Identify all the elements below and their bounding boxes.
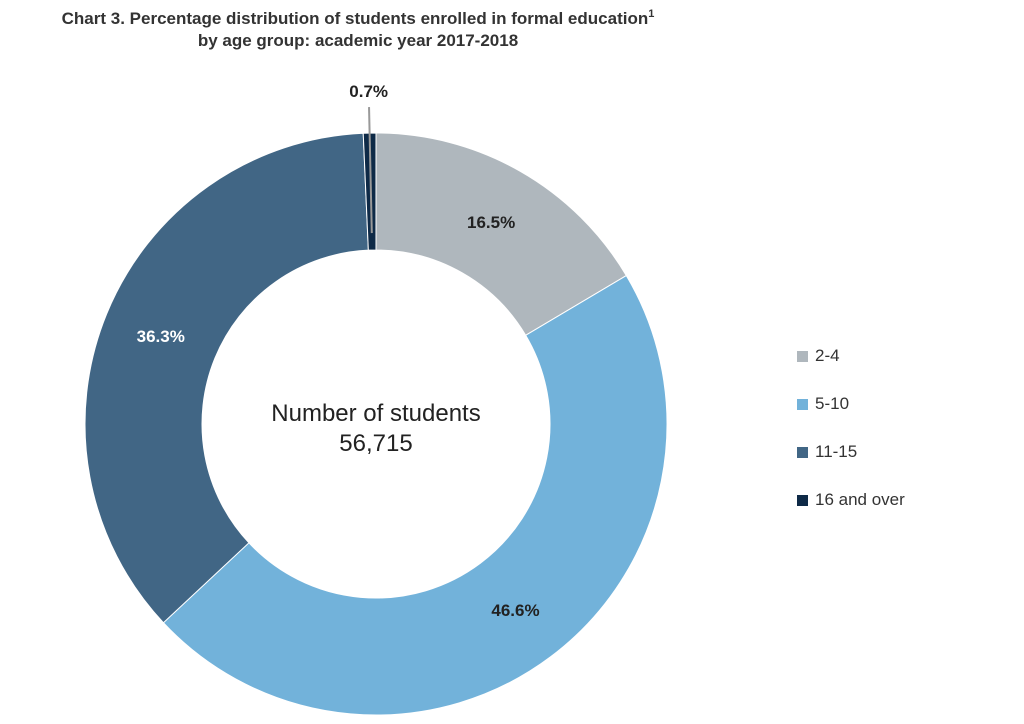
- data-label-2-4: 16.5%: [467, 213, 515, 232]
- legend-item-5-10: 5-10: [797, 392, 905, 416]
- slice-5-10: [162, 274, 668, 716]
- legend-item-11-15: 11-15: [797, 440, 905, 464]
- data-label-11-15: 36.3%: [137, 327, 185, 346]
- title-footnote-marker: 1: [648, 8, 655, 20]
- center-label: Number of students: [271, 400, 480, 427]
- slice-2-4: [375, 132, 628, 336]
- chart-title: Chart 3. Percentage distribution of stud…: [0, 8, 716, 52]
- donut-slices: [84, 132, 668, 716]
- chart-legend: 2-4 5-10 11-15 16 and over: [797, 344, 905, 536]
- chart-title-line2: by age group: academic year 2017-2018: [197, 31, 519, 50]
- legend-label: 16 and over: [815, 490, 905, 509]
- legend-item-2-4: 2-4: [797, 344, 905, 368]
- data-label-5-10: 46.6%: [491, 601, 539, 620]
- leader-line-16-and-over: [368, 107, 373, 234]
- legend-swatch: [797, 446, 808, 458]
- data-labels: 16.5% 46.6% 36.3% 0.7%: [137, 82, 540, 620]
- data-label-16-and-over: 0.7%: [349, 82, 388, 101]
- chart-title-line1: Chart 3. Percentage distribution of stud…: [61, 8, 655, 29]
- legend-swatch: [797, 398, 808, 410]
- slice-16-and-over: [362, 132, 377, 251]
- center-value: 56,715: [339, 430, 412, 457]
- legend-label: 11-15: [815, 442, 858, 461]
- legend-swatch: [797, 350, 808, 362]
- legend-label: 2-4: [815, 346, 840, 365]
- legend-item-16-and-over: 16 and over: [797, 488, 905, 512]
- legend-label: 5-10: [815, 394, 850, 413]
- slice-11-15: [84, 132, 369, 624]
- legend-swatch: [797, 494, 808, 506]
